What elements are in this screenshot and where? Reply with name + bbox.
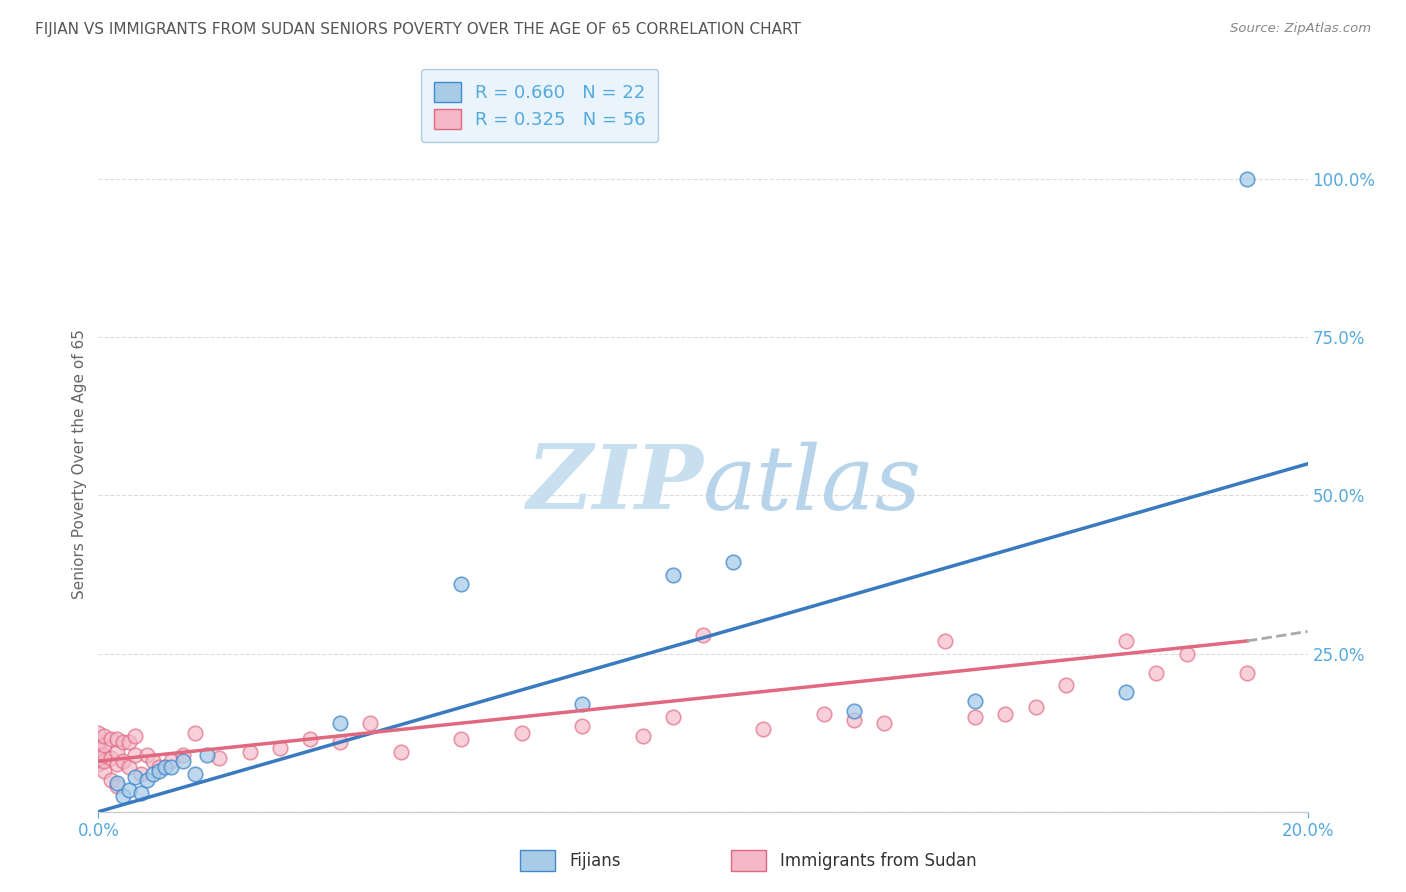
Point <box>299 731 322 746</box>
Point <box>148 764 170 778</box>
Point <box>208 751 231 765</box>
Point <box>172 747 194 762</box>
Point <box>329 735 352 749</box>
Point <box>450 731 472 746</box>
Point <box>124 729 146 743</box>
Point <box>692 627 714 641</box>
Point <box>124 747 146 762</box>
Point <box>87 725 110 739</box>
Point <box>1115 684 1137 698</box>
Point <box>195 747 218 762</box>
Bar <box>520 850 555 871</box>
Point <box>87 747 110 762</box>
Point <box>844 713 866 727</box>
Point <box>844 704 866 718</box>
Point <box>269 741 291 756</box>
Point <box>129 766 152 780</box>
Y-axis label: Seniors Poverty Over the Age of 65: Seniors Poverty Over the Age of 65 <box>72 329 87 599</box>
Point <box>148 760 170 774</box>
Point <box>118 782 141 797</box>
Point <box>1236 172 1258 186</box>
Point <box>87 757 110 772</box>
Point <box>571 719 593 733</box>
Point <box>124 770 146 784</box>
Point <box>111 754 134 768</box>
Point <box>160 760 183 774</box>
Point <box>184 725 207 739</box>
Point <box>329 716 352 731</box>
Text: Fijians: Fijians <box>569 852 621 870</box>
Point <box>721 555 744 569</box>
Point <box>93 729 115 743</box>
Point <box>100 731 122 746</box>
Text: atlas: atlas <box>703 442 922 528</box>
Point <box>100 751 122 765</box>
Point <box>87 741 110 756</box>
Point <box>105 776 128 790</box>
Point <box>118 735 141 749</box>
Point <box>360 716 382 731</box>
Text: FIJIAN VS IMMIGRANTS FROM SUDAN SENIORS POVERTY OVER THE AGE OF 65 CORRELATION C: FIJIAN VS IMMIGRANTS FROM SUDAN SENIORS … <box>35 22 801 37</box>
Text: Immigrants from Sudan: Immigrants from Sudan <box>780 852 977 870</box>
Point <box>1175 647 1198 661</box>
Point <box>450 577 472 591</box>
Point <box>934 634 956 648</box>
Point <box>135 773 157 788</box>
Point <box>153 760 176 774</box>
Point <box>129 786 152 800</box>
Point <box>813 706 835 721</box>
Point <box>111 735 134 749</box>
Point <box>105 757 128 772</box>
Point <box>510 725 533 739</box>
Point <box>111 789 134 803</box>
Text: Source: ZipAtlas.com: Source: ZipAtlas.com <box>1230 22 1371 36</box>
Point <box>1115 634 1137 648</box>
Point <box>118 760 141 774</box>
Point <box>389 745 412 759</box>
Point <box>1144 665 1167 680</box>
Point <box>93 739 115 753</box>
Text: ZIP: ZIP <box>527 442 703 528</box>
Point <box>87 735 110 749</box>
Legend: R = 0.660   N = 22, R = 0.325   N = 56: R = 0.660 N = 22, R = 0.325 N = 56 <box>420 70 658 142</box>
Point <box>239 745 262 759</box>
Point <box>1236 665 1258 680</box>
Point <box>105 780 128 794</box>
Point <box>752 723 775 737</box>
Point <box>661 710 683 724</box>
Point <box>105 745 128 759</box>
Point <box>93 747 115 762</box>
Point <box>571 697 593 711</box>
Point <box>661 567 683 582</box>
Bar <box>731 850 766 871</box>
Point <box>1054 678 1077 692</box>
Point <box>994 706 1017 721</box>
Point <box>172 754 194 768</box>
Point <box>93 754 115 768</box>
Point <box>1024 700 1046 714</box>
Point <box>184 766 207 780</box>
Point <box>965 694 987 708</box>
Point <box>965 710 987 724</box>
Point <box>160 754 183 768</box>
Point <box>142 754 165 768</box>
Point <box>873 716 896 731</box>
Point <box>105 731 128 746</box>
Point <box>100 773 122 788</box>
Point <box>142 766 165 780</box>
Point <box>135 747 157 762</box>
Point <box>631 729 654 743</box>
Point <box>93 764 115 778</box>
